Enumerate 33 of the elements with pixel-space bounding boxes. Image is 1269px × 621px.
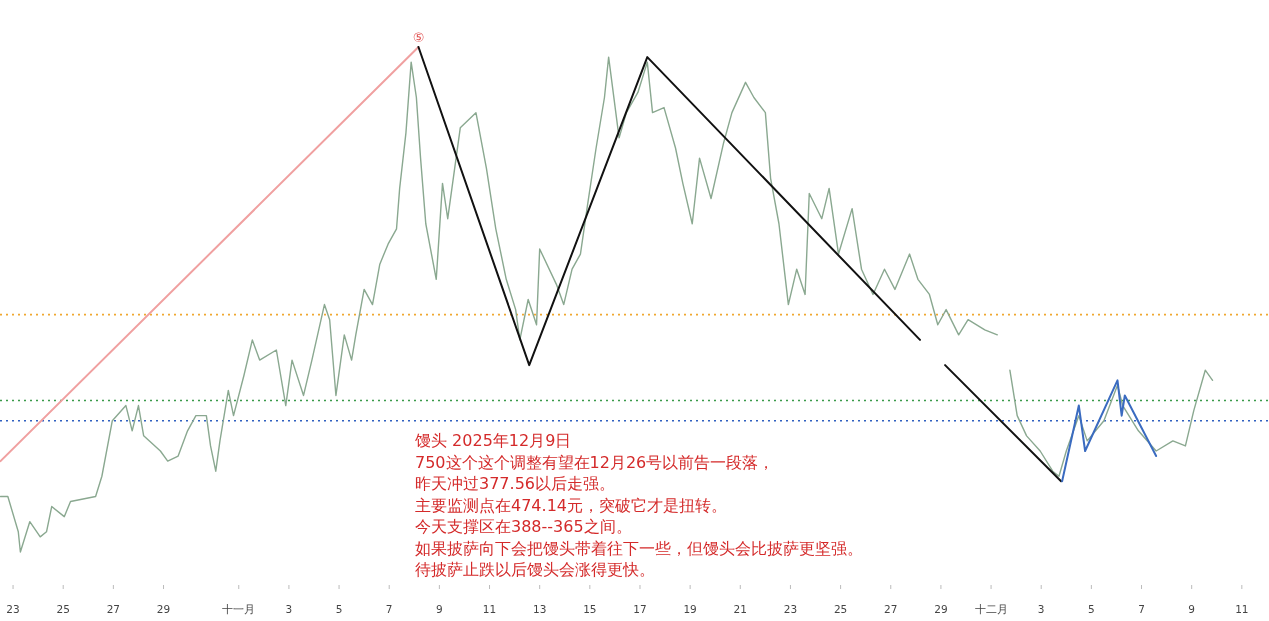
x-tick-label: 29	[934, 603, 948, 615]
x-tick-label: 3	[285, 603, 293, 615]
x-tick-label: 29	[156, 603, 171, 615]
x-tick-label: 19	[683, 603, 697, 615]
x-tick-label: 23	[783, 603, 798, 615]
annotation: 750这个这个调整有望在12月26号以前告一段落，	[415, 452, 775, 472]
x-tick-label: 17	[633, 603, 647, 615]
annotation: ⑤	[412, 30, 425, 45]
text: 待披萨止跌以后馒头会涨得更快。	[415, 560, 655, 579]
x-tick-label: 21	[733, 603, 747, 615]
x-tick-label: 25	[56, 603, 70, 615]
x-tick-label: 27	[106, 603, 121, 615]
x-tick-label: 十二月	[974, 603, 1008, 615]
x-tick-label: 7	[1138, 603, 1145, 615]
x-tick-label: 9	[1188, 603, 1196, 615]
x-tick-label: 十一月	[222, 603, 256, 615]
x-tick-label: 11	[482, 603, 497, 615]
x-tick-label: 9	[436, 603, 443, 615]
annotation: 昨天冲过377.56以后走强。	[415, 474, 615, 493]
x-tick-label: 25	[833, 603, 848, 615]
x-tick-label: 7	[385, 603, 393, 615]
x-tick-label: 27	[884, 603, 898, 615]
annotation: 今天支撑区在388--365之间。	[415, 517, 632, 536]
x-tick-label: 5	[335, 603, 343, 615]
annotation: 馒头 2025年12月9日	[414, 431, 572, 450]
x-tick-label: 15	[583, 603, 597, 615]
x-tick-label: 5	[1088, 603, 1095, 615]
x-tick-label: 23	[6, 603, 20, 615]
x-tick-label: 13	[532, 603, 547, 615]
x-tick-label: 3	[1037, 603, 1045, 615]
annotation: 如果披萨向下会把馒头带着往下一些，但馒头会比披萨更坚强。	[415, 538, 863, 558]
annotation: 主要监测点在474.14元，突破它才是扭转。	[415, 495, 727, 515]
x-tick-label: 11	[1235, 603, 1249, 615]
